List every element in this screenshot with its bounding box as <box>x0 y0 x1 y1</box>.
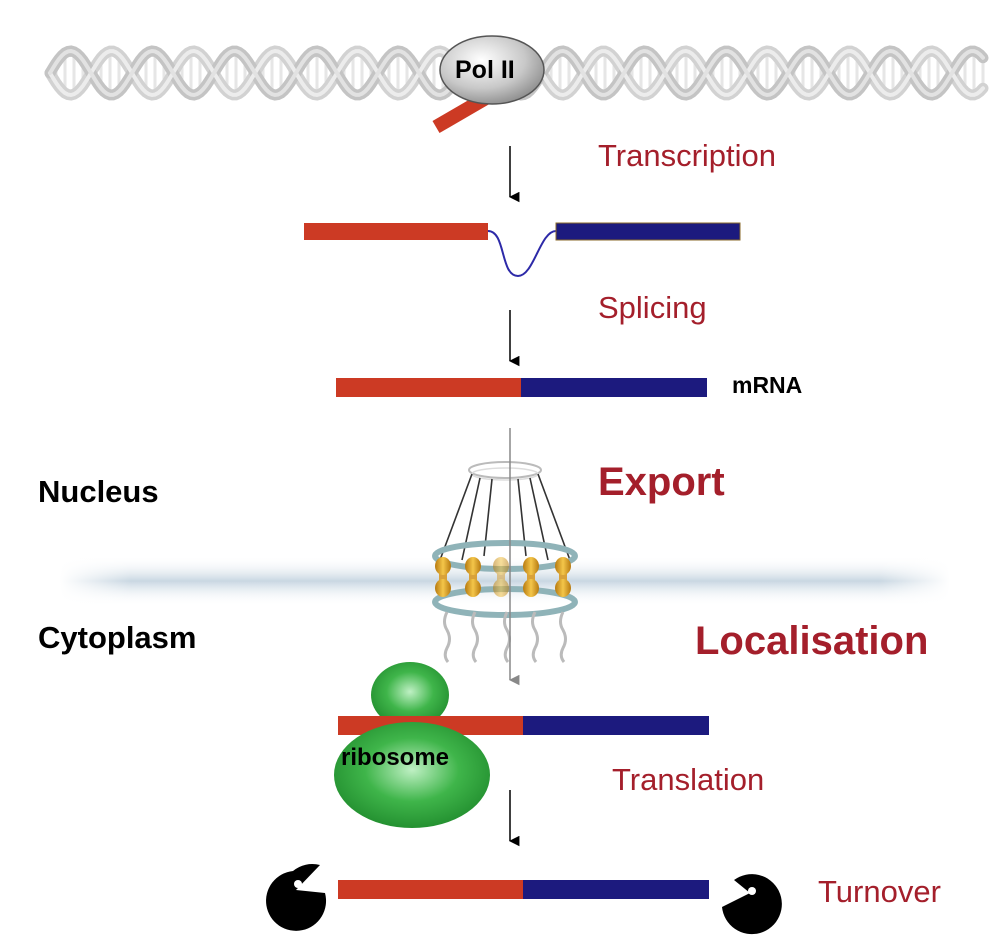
ribosome-small-subunit <box>371 662 449 728</box>
exon-1 <box>304 223 488 240</box>
exon-2 <box>555 222 741 241</box>
nuclear-pore <box>432 461 578 663</box>
translation-label: Translation <box>612 762 765 797</box>
intron <box>487 230 557 278</box>
pol-ii-label: Pol II <box>455 56 515 84</box>
cytoplasm-label: Cytoplasm <box>38 620 197 655</box>
transcription-label: Transcription <box>598 138 777 173</box>
pre-mrna <box>304 222 741 278</box>
pol-ii <box>439 35 545 105</box>
turnover-label: Turnover <box>818 874 941 909</box>
exonuclease-3prime <box>722 874 782 935</box>
mrna-strand <box>336 378 707 397</box>
exonuclease-5prime <box>266 863 327 931</box>
ribosome-label: ribosome <box>341 744 450 771</box>
ribosome-large-subunit <box>334 722 490 828</box>
nucleus-label: Nucleus <box>38 474 159 509</box>
export-label: Export <box>598 460 725 504</box>
splicing-label: Splicing <box>598 290 707 325</box>
mrna-turnover <box>338 880 709 899</box>
mrna-label: mRNA <box>732 372 803 398</box>
localisation-label: Localisation <box>695 619 929 663</box>
